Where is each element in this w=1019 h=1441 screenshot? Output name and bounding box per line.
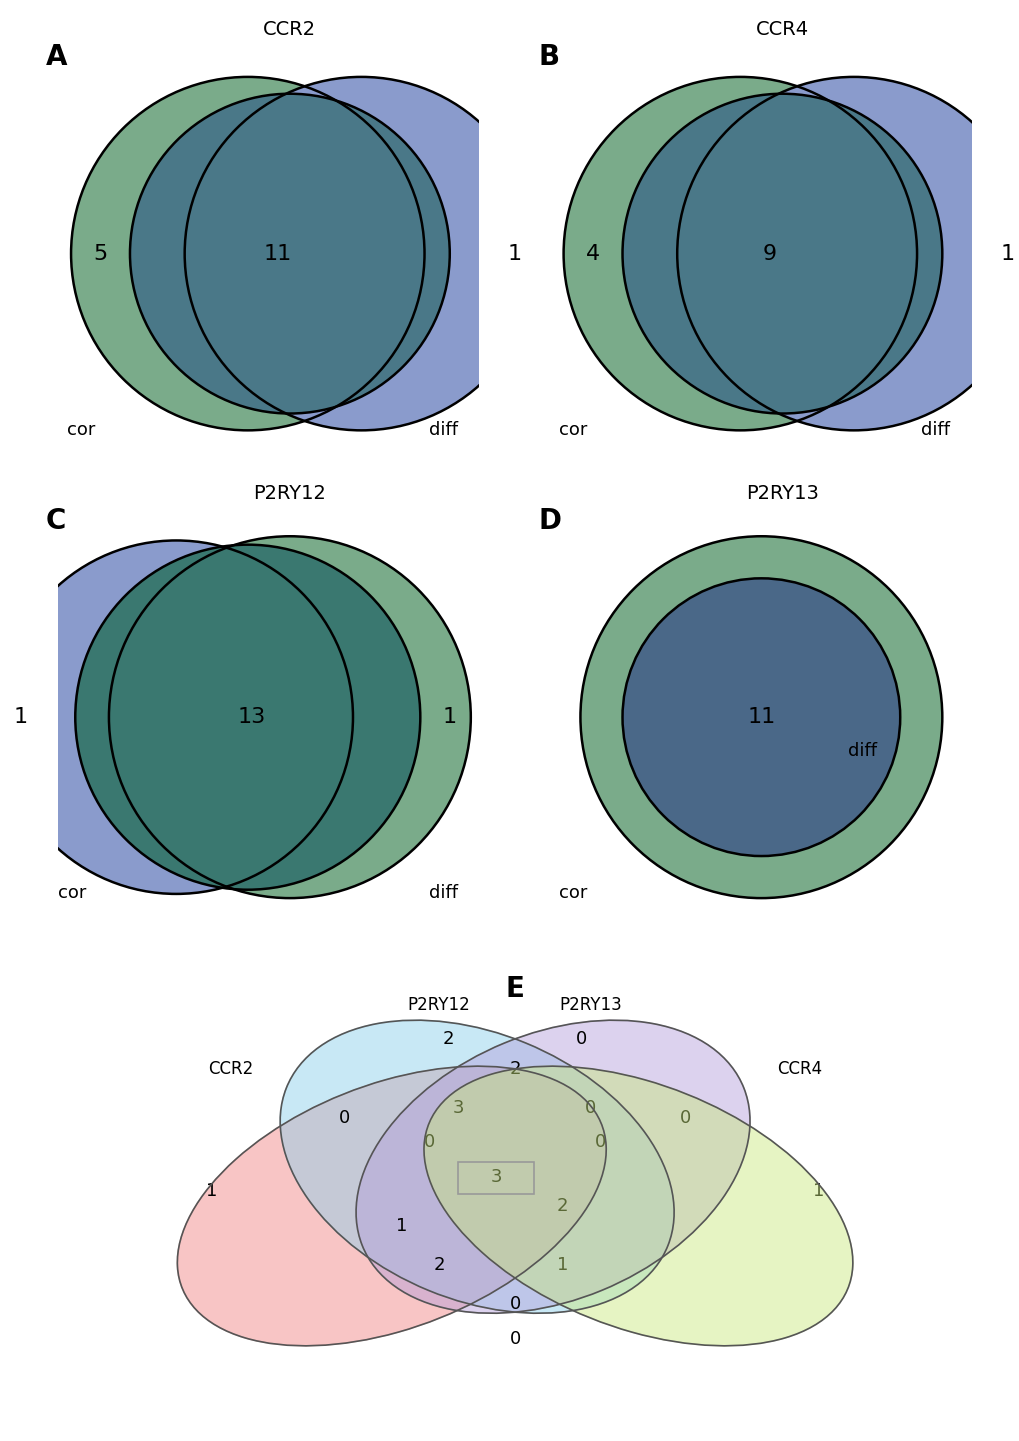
Text: 3: 3 [490, 1167, 501, 1186]
Text: CCR4: CCR4 [776, 1059, 821, 1078]
Text: cor: cor [67, 421, 95, 438]
Circle shape [109, 536, 471, 898]
Circle shape [622, 94, 942, 414]
Text: 0: 0 [680, 1108, 691, 1127]
Text: 5: 5 [94, 244, 108, 264]
Text: cor: cor [558, 885, 587, 902]
Text: 13: 13 [237, 708, 266, 728]
Ellipse shape [177, 1066, 605, 1346]
Circle shape [184, 76, 538, 431]
Text: C: C [46, 507, 66, 535]
Text: 0: 0 [585, 1099, 596, 1117]
Circle shape [622, 578, 900, 856]
Text: P2RY12: P2RY12 [253, 484, 326, 503]
Text: D: D [538, 507, 560, 535]
Ellipse shape [424, 1066, 852, 1346]
Text: 0: 0 [424, 1133, 435, 1151]
Text: 1: 1 [206, 1182, 217, 1200]
Circle shape [129, 94, 449, 414]
Text: CCR2: CCR2 [208, 1059, 253, 1078]
Text: 1: 1 [812, 1182, 823, 1200]
Text: cor: cor [58, 885, 87, 902]
Circle shape [622, 94, 942, 414]
Text: P2RY12: P2RY12 [408, 996, 470, 1013]
Bar [458, 1161, 534, 1193]
Text: 0: 0 [508, 1330, 521, 1347]
Text: 1: 1 [556, 1257, 568, 1274]
Text: 1: 1 [13, 708, 28, 728]
Text: 1: 1 [1000, 244, 1014, 264]
Text: 0: 0 [338, 1108, 350, 1127]
Text: P2RY13: P2RY13 [559, 996, 622, 1013]
Text: 0: 0 [508, 1295, 521, 1313]
Circle shape [0, 540, 353, 893]
Text: 1: 1 [442, 708, 457, 728]
Text: CCR2: CCR2 [263, 20, 316, 39]
Circle shape [564, 76, 916, 431]
Text: 2: 2 [433, 1257, 444, 1274]
Circle shape [75, 545, 420, 889]
Text: 11: 11 [263, 244, 291, 264]
Text: diff: diff [428, 885, 458, 902]
Text: A: A [46, 43, 67, 71]
Text: 0: 0 [576, 1030, 587, 1048]
Text: diff: diff [920, 421, 950, 438]
Ellipse shape [280, 1020, 674, 1313]
Text: 2: 2 [508, 1059, 521, 1078]
Text: diff: diff [428, 421, 458, 438]
Text: cor: cor [558, 421, 587, 438]
Text: CCR4: CCR4 [755, 20, 808, 39]
Ellipse shape [356, 1020, 749, 1313]
Text: 11: 11 [747, 708, 774, 728]
Text: 3: 3 [452, 1099, 464, 1117]
Text: diff: diff [847, 742, 876, 759]
Text: 1: 1 [395, 1216, 407, 1235]
Text: E: E [505, 976, 524, 1003]
Circle shape [129, 94, 449, 414]
Circle shape [75, 545, 420, 889]
Text: 1: 1 [507, 244, 522, 264]
Circle shape [71, 76, 424, 431]
Circle shape [580, 536, 942, 898]
Text: 9: 9 [762, 244, 776, 264]
Text: 0: 0 [594, 1133, 605, 1151]
Text: 2: 2 [556, 1197, 568, 1215]
Text: 4: 4 [586, 244, 599, 264]
Text: B: B [538, 43, 559, 71]
Text: P2RY13: P2RY13 [745, 484, 818, 503]
Circle shape [677, 76, 1019, 431]
Text: 2: 2 [442, 1030, 454, 1048]
